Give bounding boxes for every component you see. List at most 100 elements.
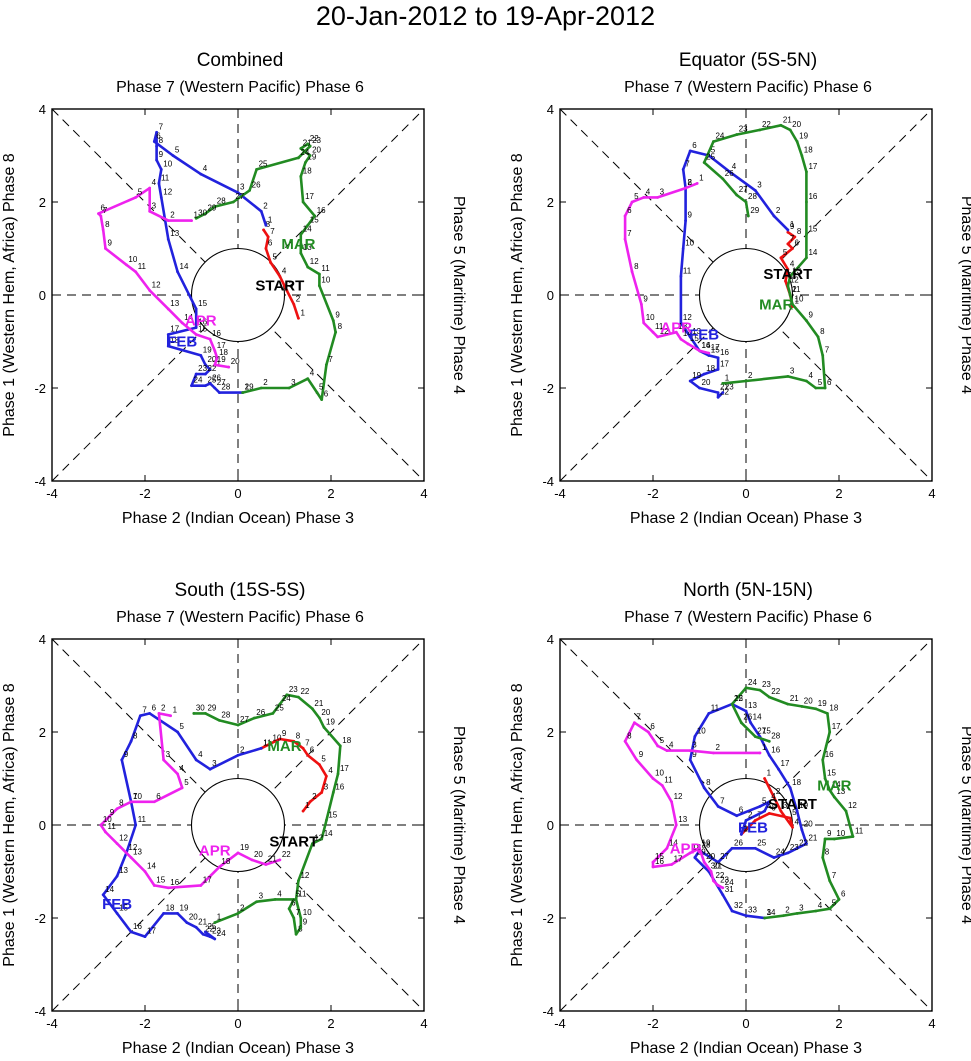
day-label: 20 (702, 378, 711, 387)
day-label: 12 (660, 327, 669, 336)
x-tick-label: 4 (928, 486, 935, 501)
data-point-mar (311, 707, 314, 711)
data-point-mar (814, 386, 818, 390)
day-label: 11 (711, 703, 720, 712)
day-label: 21 (808, 834, 817, 843)
day-label: 22 (300, 687, 309, 696)
y-tick-label: 2 (39, 725, 46, 740)
data-point-mar (763, 916, 766, 920)
data-point-mar (294, 898, 298, 901)
day-label: 13 (303, 243, 312, 252)
day-label: 25 (706, 152, 715, 161)
x-tick-label: -2 (647, 486, 659, 501)
day-label: 9 (159, 150, 164, 159)
day-label: 2 (688, 178, 693, 187)
day-label: 21 (783, 115, 792, 124)
data-point-feb (120, 758, 124, 762)
day-label: 18 (804, 146, 813, 155)
day-label: 7 (825, 345, 830, 354)
data-point-feb (758, 805, 762, 808)
day-label: 6 (310, 745, 315, 754)
day-label: 3 (324, 782, 329, 791)
day-label: 15 (156, 875, 165, 884)
data-point-jan (767, 811, 771, 815)
data-point-mar (821, 856, 825, 859)
data-point-jan (262, 228, 265, 232)
data-point-mar (213, 921, 217, 925)
day-label: 26 (725, 169, 734, 178)
day-label: 9 (692, 750, 697, 759)
data-point-mar (712, 140, 715, 143)
month-label-mar: MAR (281, 236, 315, 253)
day-label: 10 (303, 908, 312, 917)
day-label: 24 (715, 132, 724, 141)
day-label: 12 (128, 843, 137, 852)
day-label: 6 (101, 204, 106, 213)
day-label: 23 (212, 927, 221, 936)
day-label: 10 (685, 239, 694, 248)
data-point-mar (823, 837, 827, 841)
data-point-jan (324, 774, 328, 778)
day-label: 1 (699, 173, 704, 182)
data-point-apr (721, 886, 725, 890)
day-label: 1 (795, 297, 800, 306)
data-point-jan (753, 818, 757, 822)
day-label: 18 (342, 736, 351, 745)
x-tick-label: -4 (554, 1016, 566, 1031)
data-point-feb (101, 893, 105, 897)
data-point-mar (259, 386, 263, 390)
day-label: 9 (643, 294, 648, 303)
day-label: 31 (725, 885, 734, 894)
data-point-feb (702, 786, 706, 790)
day-label: 1 (263, 738, 268, 747)
day-label: 4 (669, 741, 674, 750)
data-point-apr (166, 886, 170, 890)
y-tick-label: 4 (547, 102, 554, 117)
x-axis-label: Phase 2 (Indian Ocean) Phase 3 (630, 510, 862, 527)
data-point-mar (306, 265, 310, 269)
data-point-apr (218, 865, 221, 869)
day-label: 33 (748, 906, 757, 915)
data-point-apr (101, 228, 105, 232)
day-label: 5 (634, 192, 639, 201)
day-label: 7 (790, 234, 795, 243)
day-label: 14 (184, 313, 193, 322)
data-point-mar (786, 374, 790, 378)
data-point-apr (162, 758, 166, 762)
data-point-feb (688, 149, 692, 153)
day-label: 21 (720, 383, 729, 392)
right-phase-label: Phase 5 (Maritime) Phase 4 (958, 726, 971, 924)
data-point-feb (716, 391, 720, 395)
day-label: 21 (198, 917, 207, 926)
data-point-mar (294, 932, 298, 936)
day-label: 20 (231, 357, 240, 366)
data-point-apr (190, 219, 193, 223)
day-label: 18 (170, 336, 179, 345)
day-label: 28 (771, 731, 780, 740)
day-label: 8 (266, 220, 271, 229)
day-label: 21 (314, 699, 323, 708)
day-label: 4 (328, 766, 333, 775)
data-point-apr (148, 288, 152, 292)
data-point-mar (306, 377, 310, 381)
day-label: 8 (706, 778, 711, 787)
data-point-feb (162, 911, 166, 915)
x-tick-label: 4 (420, 1016, 427, 1031)
day-label: 15 (119, 903, 128, 912)
data-point-feb (772, 856, 776, 859)
day-label: 9 (303, 917, 308, 926)
data-point-apr (106, 816, 110, 820)
day-label: 5 (296, 889, 301, 898)
y-axis-label: Phase 1 (Western Hem, Africa) Phase 8 (1, 683, 18, 966)
day-label: 19 (799, 132, 808, 141)
data-point-mar (739, 721, 743, 725)
data-point-mar (823, 777, 827, 780)
day-label: 26 (212, 373, 221, 382)
y-tick-label: -2 (542, 911, 554, 926)
day-label: 2 (748, 810, 753, 819)
day-label: 12 (734, 694, 743, 703)
data-point-feb (155, 144, 159, 148)
data-point-apr (152, 800, 156, 804)
day-label: 19 (203, 345, 212, 354)
data-point-feb (259, 746, 263, 750)
